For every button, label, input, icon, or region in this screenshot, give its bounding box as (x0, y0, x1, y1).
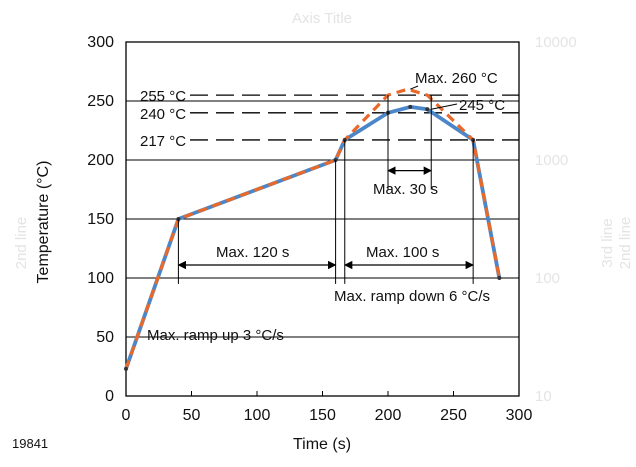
annotation-max-100s: Max. 100 s (366, 244, 439, 261)
y-right-tick-label: 10000 (535, 34, 577, 51)
annotation-max-30s: Max. 30 s (373, 181, 438, 198)
annotation-ramp-up: Max. ramp up 3 °C/s (147, 327, 284, 344)
annotation-max-120s: Max. 120 s (216, 244, 289, 261)
dimension-lines (177, 85, 474, 284)
series-point (124, 366, 128, 371)
y-tick-label: 300 (87, 34, 114, 51)
y-tick-label: 50 (96, 329, 114, 346)
y-tick-label: 150 (87, 211, 114, 228)
y-right-tick-label: 100 (535, 270, 560, 287)
y3-axis-label-line1: 3rd line (599, 218, 616, 267)
ref-label-217: 217 °C (140, 133, 186, 150)
y-tick-label: 200 (87, 152, 114, 169)
ref-label-240: 240 °C (140, 106, 186, 123)
reference-lines (190, 94, 519, 141)
ref-label-255: 255 °C (140, 88, 186, 105)
y-right-tick-label: 10 (535, 388, 552, 405)
y3-axis-label-line2: 2nd line (617, 217, 634, 270)
y2-axis-label: 2nd line (13, 217, 30, 270)
annotation-ramp-down: Max. ramp down 6 °C/s (334, 288, 490, 305)
annotation-245: 245 °C (459, 97, 505, 114)
x-tick-label: 100 (244, 407, 271, 424)
x-axis-label: Time (s) (293, 436, 351, 453)
x-tick-label: 50 (183, 407, 201, 424)
figure-id: 19841 (12, 436, 48, 451)
leader-260 (410, 85, 419, 90)
series-point (497, 276, 502, 280)
y-tick-label: 250 (87, 93, 114, 110)
chart-title: Axis Title (292, 10, 352, 27)
y-right-tick-label: 1000 (535, 152, 568, 169)
grid-layer (126, 100, 519, 338)
series-point (425, 107, 430, 112)
x-tick-label: 200 (375, 407, 402, 424)
x-tick-label: 300 (506, 407, 533, 424)
annotation-max-260: Max. 260 °C (415, 70, 498, 87)
x-tick-label: 0 (122, 407, 131, 424)
y-tick-label: 100 (87, 270, 114, 287)
x-tick-label: 150 (309, 407, 336, 424)
leader-245 (431, 103, 458, 110)
y-axis-label: Temperature (°C) (35, 161, 52, 284)
series-point (408, 104, 413, 109)
y-tick-label: 0 (105, 388, 114, 405)
x-tick-label: 250 (440, 407, 467, 424)
